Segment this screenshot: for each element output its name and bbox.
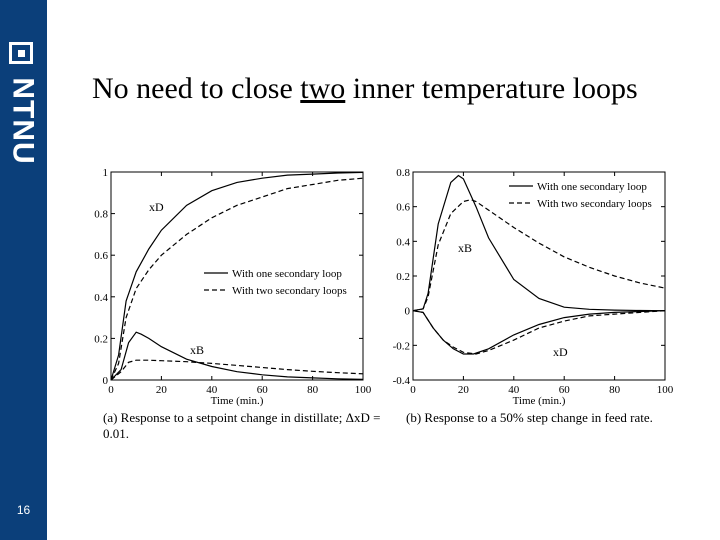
y-tick-label: 0.8 [396,167,410,179]
title-underlined-word: two [300,72,346,105]
figure: 0 20 40 60 80 100 0 0.2 0.4 0.6 0.8 1 Time (min.) Wit… [94,167,674,407]
slide-title: No need to close two inner temperature l… [92,72,638,106]
curve-annotation: xB [458,241,472,255]
series-line [110,177,364,381]
y-tick-label: 0.6 [94,250,108,262]
x-tick-label: 60 [559,384,571,396]
series-line [412,310,666,355]
plot-frame [110,171,364,381]
ntnu-logo: NTNU [3,66,43,176]
x-tick-label: 40 [508,384,520,396]
series-line [412,310,666,355]
legend-label: With one secondary loop [537,181,647,193]
sidebar: NTNU 16 [0,0,47,540]
curve-annotation: xD [149,200,164,214]
x-tick-label: 60 [257,384,269,396]
curve-annotation: xD [553,345,568,359]
x-tick-label: 80 [609,384,621,396]
y-tick-label: 0.8 [94,209,108,221]
series-line [110,331,364,381]
curve-annotation: xB [190,343,204,357]
y-tick-label: -0.2 [393,340,410,352]
x-tick-label: 20 [156,384,168,396]
title-part-2: inner temperature loops [345,72,638,105]
legend-label: With two secondary loops [537,198,652,210]
y-tick-label: 0.6 [396,202,410,214]
y-tick-label: 0 [103,375,109,387]
y-tick-label: 0.2 [396,271,410,283]
y-tick-label: -0.4 [393,375,411,387]
series-line [110,359,364,381]
x-axis-label: Time (min.) [513,395,566,407]
x-tick-label: 100 [355,384,372,396]
series-line [412,199,666,312]
series-line [412,174,666,312]
x-axis-label: Time (min.) [211,395,264,407]
y-tick-label: 0.4 [396,236,410,248]
title-part-1: No need to close [92,72,301,105]
caption-b: (b) Response to a 50% step change in fee… [406,410,653,425]
y-tick-label: 0.2 [94,333,108,345]
caption-a: (a) Response to a setpoint change in dis… [103,410,381,441]
ntnu-logo-text: NTNU [7,77,41,165]
series-line [110,171,364,381]
x-tick-label: 20 [458,384,470,396]
y-tick-label: 0 [405,306,411,318]
y-tick-label: 0.4 [94,292,108,304]
x-tick-label: 0 [108,384,114,396]
ntnu-logo-icon [9,42,33,64]
x-tick-label: 40 [206,384,218,396]
x-tick-label: 100 [657,384,674,396]
page-number: 16 [16,503,31,517]
legend-label: With two secondary loops [232,285,347,297]
x-tick-label: 0 [410,384,416,396]
legend-label: With one secondary loop [232,268,342,280]
y-tick-label: 1 [103,167,109,179]
x-tick-label: 80 [307,384,319,396]
